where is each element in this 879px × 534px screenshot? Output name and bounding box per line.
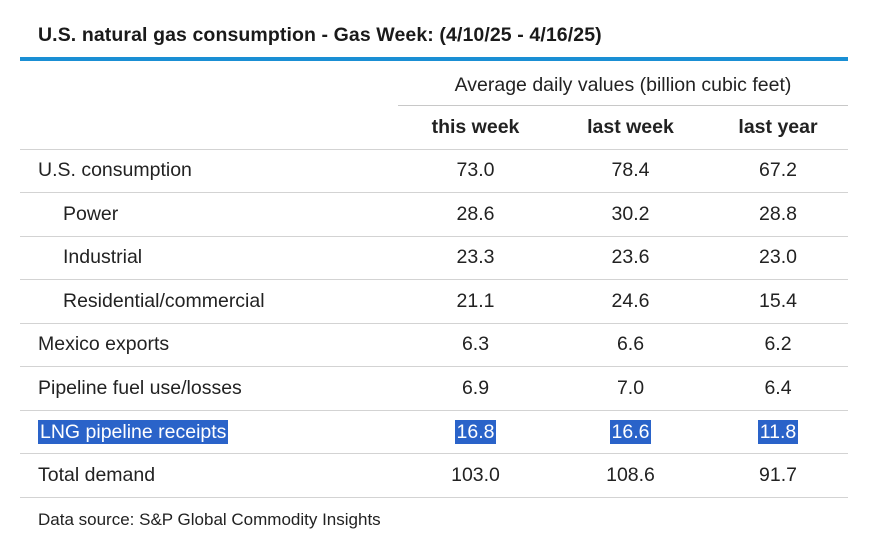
table-row: Mexico exports 6.3 6.6 6.2 <box>20 324 848 367</box>
row-value-this-week: 21.1 <box>398 280 553 323</box>
table-row: Pipeline fuel use/losses 6.9 7.0 6.4 <box>20 367 848 411</box>
value-text: 11.8 <box>757 419 799 444</box>
row-label-text: Total demand <box>38 463 156 486</box>
value-text: 6.3 <box>461 333 490 356</box>
value-text: 7.0 <box>616 376 645 399</box>
value-text: 108.6 <box>606 463 655 486</box>
value-text: 23.0 <box>759 246 797 269</box>
row-label-text: Industrial <box>63 246 143 269</box>
value-text: 103.0 <box>451 463 500 486</box>
group-header-rule <box>398 105 848 106</box>
group-header-label: Average daily values (billion cubic feet… <box>454 74 792 96</box>
row-value-this-week: 6.3 <box>398 324 553 367</box>
value-text: 28.6 <box>456 202 495 225</box>
value-text: 6.6 <box>616 333 645 356</box>
row-value-last-year: 15.4 <box>708 280 848 323</box>
row-value-last-week: 108.6 <box>553 454 708 497</box>
row-value-last-week: 23.6 <box>553 237 708 280</box>
data-source-note: Data source: S&P Global Commodity Insigh… <box>38 510 381 529</box>
row-label: Industrial <box>63 237 142 280</box>
value-text: 16.6 <box>609 419 652 444</box>
value-text: 16.8 <box>454 419 497 444</box>
row-label: Mexico exports <box>38 324 169 367</box>
row-value-last-week: 7.0 <box>553 367 708 410</box>
row-label: Pipeline fuel use/losses <box>38 367 242 410</box>
row-value-last-year: 11.8 <box>708 411 848 454</box>
value-text: 6.2 <box>764 333 792 356</box>
row-value-last-year: 28.8 <box>708 193 848 236</box>
row-value-this-week: 23.3 <box>398 237 553 280</box>
value-text: 23.6 <box>611 246 650 269</box>
value-text: 91.7 <box>759 463 797 486</box>
row-label-text: LNG pipeline receipts <box>38 419 229 444</box>
title-rule <box>20 57 848 61</box>
value-text: 6.9 <box>461 376 490 399</box>
table-row: LNG pipeline receipts 16.8 16.6 11.8 <box>20 411 848 454</box>
column-header-this-week: this week <box>431 115 520 138</box>
row-value-last-week: 24.6 <box>553 280 708 323</box>
value-text: 30.2 <box>611 202 650 225</box>
row-value-this-week: 73.0 <box>398 150 553 193</box>
row-value-last-week: 30.2 <box>553 193 708 236</box>
row-value-last-year: 67.2 <box>708 150 848 193</box>
table-row: Industrial 23.3 23.6 23.0 <box>20 237 848 280</box>
table-group-header: Average daily values (billion cubic feet… <box>20 61 848 106</box>
value-text: 78.4 <box>611 159 650 182</box>
row-label: Residential/commercial <box>63 280 265 323</box>
value-text: 21.1 <box>456 289 495 312</box>
row-label-text: Mexico exports <box>38 333 170 356</box>
table-title: U.S. natural gas consumption - Gas Week:… <box>38 24 602 46</box>
row-label-text: U.S. consumption <box>38 159 192 182</box>
column-header-last-year: last year <box>738 115 818 138</box>
row-value-last-week: 78.4 <box>553 150 708 193</box>
row-label: Total demand <box>38 454 155 497</box>
value-text: 6.4 <box>764 376 792 399</box>
table-row: U.S. consumption 73.0 78.4 67.2 <box>20 150 848 193</box>
table-row: Residential/commercial 21.1 24.6 15.4 <box>20 280 848 324</box>
row-label: Power <box>63 193 118 236</box>
row-value-last-week: 16.6 <box>553 411 708 454</box>
value-text: 73.0 <box>456 159 495 182</box>
column-header-last-week: last week <box>587 115 674 138</box>
value-text: 15.4 <box>759 289 797 312</box>
value-text: 67.2 <box>759 159 797 182</box>
row-label-text: Residential/commercial <box>63 289 265 312</box>
row-label: LNG pipeline receipts <box>38 411 229 454</box>
row-value-last-week: 6.6 <box>553 324 708 367</box>
row-value-this-week: 6.9 <box>398 367 553 410</box>
row-value-this-week: 16.8 <box>398 411 553 454</box>
row-label-text: Pipeline fuel use/losses <box>38 376 242 399</box>
column-header-row: this week last week last year <box>20 106 848 150</box>
consumption-table: Average daily values (billion cubic feet… <box>20 61 848 498</box>
row-value-this-week: 28.6 <box>398 193 553 236</box>
table-row: Total demand 103.0 108.6 91.7 <box>20 454 848 498</box>
row-value-this-week: 103.0 <box>398 454 553 497</box>
row-value-last-year: 91.7 <box>708 454 848 497</box>
row-value-last-year: 23.0 <box>708 237 848 280</box>
row-label: U.S. consumption <box>38 150 192 193</box>
table-row: Power 28.6 30.2 28.8 <box>20 193 848 237</box>
value-text: 24.6 <box>611 289 650 312</box>
value-text: 23.3 <box>456 246 495 269</box>
row-value-last-year: 6.2 <box>708 324 848 367</box>
value-text: 28.8 <box>759 202 797 225</box>
row-label-text: Power <box>63 202 119 225</box>
row-value-last-year: 6.4 <box>708 367 848 410</box>
